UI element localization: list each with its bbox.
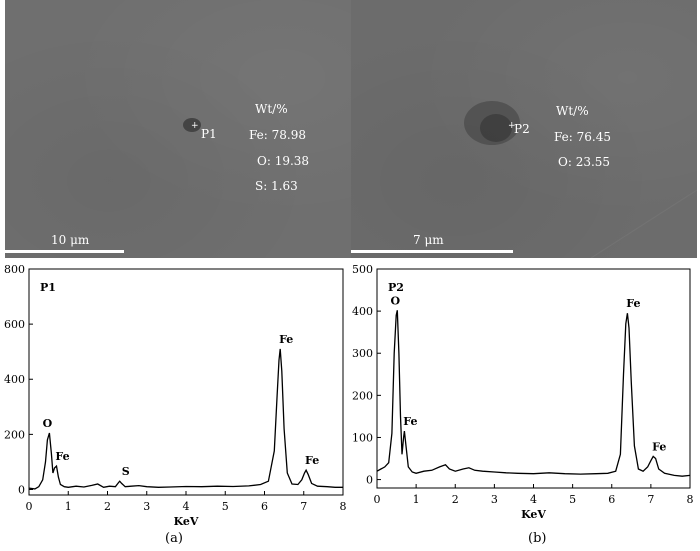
caption-b: (b) <box>528 531 547 546</box>
x-tick-label: 8 <box>687 493 694 506</box>
sem-image-b: + P2 Wt/% Fe: 76.45 O: 23.55 7 μm <box>351 0 697 258</box>
wt-table-title-b: Wt/% <box>556 104 589 118</box>
scale-label-a: 10 μm <box>51 233 90 247</box>
wt-row-fe-b: Fe: 76.45 <box>554 130 611 144</box>
eds-plot-b: 0 1 2 3 4 5 6 7 8 0 100 200 300 400 500 KeV P2O Fe Fe Fe <box>352 263 694 521</box>
y-tick-label: 0 <box>18 483 25 496</box>
x-tick-label: 7 <box>647 493 654 506</box>
sem-image-a: + P1 Wt/% Fe: 78.98 O: 19.38 S: 1.63 10 … <box>5 0 351 258</box>
y-tick-label: 400 <box>4 373 25 386</box>
point-label-p2: P2 <box>514 122 530 136</box>
x-tick-label: 3 <box>143 500 150 513</box>
peak-label: Fe <box>403 415 417 428</box>
spectrum-point-label: P1 <box>40 281 56 294</box>
wt-table-title-a: Wt/% <box>255 102 288 116</box>
y-tick-label: 800 <box>4 263 25 276</box>
x-axis-label: KeV <box>521 508 546 521</box>
point-label-p1: P1 <box>201 127 217 141</box>
peak-label: S <box>122 465 130 478</box>
x-tick-label: 8 <box>340 500 347 513</box>
spectrum-line <box>376 310 691 477</box>
inclusion-spot-p1 <box>183 118 201 132</box>
peak-label: Fe <box>626 297 640 310</box>
y-tick-label: 500 <box>352 263 373 276</box>
spectrum-line <box>28 348 343 490</box>
x-tick-label: 5 <box>222 500 229 513</box>
y-tick-label: 600 <box>4 318 25 331</box>
wt-row-fe-a: Fe: 78.98 <box>249 128 306 142</box>
x-tick-label: 1 <box>413 493 420 506</box>
point-marker-p1: + <box>191 121 199 131</box>
y-tick-label: 100 <box>352 431 373 444</box>
x-axis-label: KeV <box>174 515 199 528</box>
x-tick-label: 2 <box>452 493 459 506</box>
wt-row-o-b: O: 23.55 <box>558 155 611 169</box>
scale-label-b: 7 μm <box>413 233 444 247</box>
y-tick-label: 200 <box>4 428 25 441</box>
x-tick-label: 4 <box>530 493 537 506</box>
x-tick-label: 2 <box>104 500 111 513</box>
plot-frame <box>376 268 691 489</box>
caption-a: (a) <box>165 531 183 546</box>
y-tick-label: 300 <box>352 347 373 360</box>
spectrum-point-label: P2 <box>388 281 404 294</box>
peak-label: Fe <box>305 454 319 467</box>
y-tick-label: 0 <box>366 474 373 487</box>
x-tick-label: 5 <box>569 493 576 506</box>
peak-label: Fe <box>279 333 293 346</box>
x-tick-label: 4 <box>183 500 190 513</box>
scale-bar-b <box>351 250 513 253</box>
eds-plot-a: 0 1 2 3 4 5 6 7 8 0 200 400 600 800 KeV P1 O Fe S Fe Fe <box>4 263 347 528</box>
peak-label: Fe <box>55 450 69 463</box>
x-tick-label: 1 <box>65 500 72 513</box>
wt-row-o-a: O: 19.38 <box>257 154 310 168</box>
x-tick-label: 0 <box>26 500 33 513</box>
x-tick-label: 6 <box>261 500 268 513</box>
x-tick-label: 0 <box>374 493 381 506</box>
eds-spectrum-b: 0 1 2 3 4 5 6 7 8 0 100 200 300 400 500 KeV P2 O Fe Fe Fe <box>350 262 700 532</box>
y-tick-label: 200 <box>352 389 373 402</box>
point-marker-p2: + <box>508 121 516 131</box>
plot-frame <box>28 268 344 496</box>
scale-bar-a <box>5 250 124 253</box>
x-tick-label: 6 <box>608 493 615 506</box>
peak-label: O <box>391 294 401 307</box>
wt-row-s-a: S: 1.63 <box>255 179 298 193</box>
peak-label: Fe <box>652 440 666 453</box>
eds-spectrum-a: 0 1 2 3 4 5 6 7 8 0 200 400 600 800 KeV P1 O Fe S Fe Fe <box>0 262 350 532</box>
y-tick-label: 400 <box>352 305 373 318</box>
peak-label: O <box>43 417 53 430</box>
x-tick-label: 3 <box>491 493 498 506</box>
x-tick-label: 7 <box>300 500 307 513</box>
